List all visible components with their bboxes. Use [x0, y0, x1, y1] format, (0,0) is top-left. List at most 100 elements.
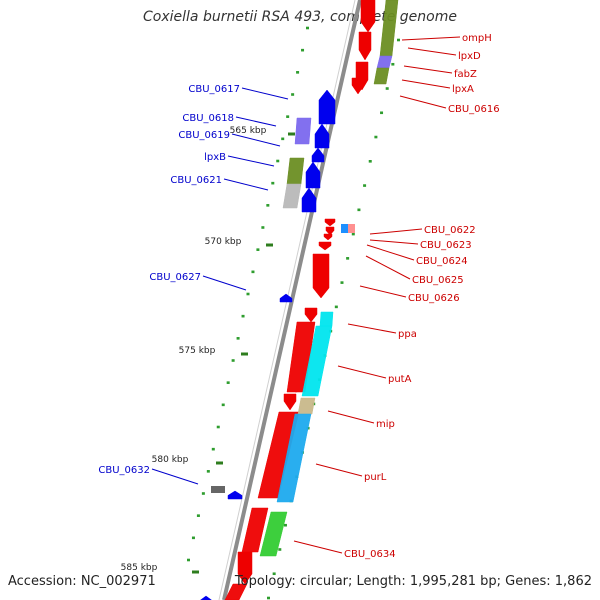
minor-tick-dot-inner	[196, 514, 200, 517]
gene-label-reverse: fabZ	[454, 69, 477, 80]
minor-tick-dot-inner	[281, 137, 285, 141]
label-leader-line	[231, 133, 281, 147]
minor-tick-dot-inner	[261, 226, 265, 229]
reverse-gene-feature	[318, 241, 332, 251]
kbp-tick-label: 565 kbp	[230, 126, 267, 136]
label-leader-line	[151, 468, 199, 485]
minor-tick-dot-outer	[334, 305, 338, 309]
cog-feature	[348, 224, 355, 233]
minor-tick-dot-outer	[374, 135, 378, 139]
minor-tick-dot-outer	[351, 232, 355, 236]
minor-tick-dot-outer	[391, 62, 395, 66]
label-leader-line	[369, 239, 419, 245]
minor-tick-dot-inner	[201, 492, 205, 495]
minor-tick-dot-inner	[191, 536, 195, 540]
forward-gene-feature	[200, 595, 212, 600]
cog-feature	[301, 325, 333, 397]
accession-text: Accession: NC_002971	[8, 574, 156, 589]
kbp-tick-mark	[266, 243, 273, 247]
minor-tick-dot-inner	[251, 270, 255, 274]
label-leader-line	[235, 116, 277, 127]
label-leader-line	[315, 463, 363, 477]
kbp-tick-mark	[288, 132, 295, 136]
label-leader-line	[366, 244, 415, 261]
gene-label-reverse: ompH	[462, 33, 492, 44]
cog-feature	[259, 511, 288, 557]
cog-feature	[379, 0, 399, 57]
kbp-tick-label: 575 kbp	[179, 346, 216, 356]
gene-label-reverse: lpxA	[452, 84, 474, 95]
reverse-gene-feature	[304, 307, 318, 323]
label-leader-line	[347, 323, 397, 334]
forward-gene-feature	[301, 187, 317, 213]
gene-label-reverse: CBU_0634	[344, 549, 396, 560]
minor-tick-dot-inner	[226, 381, 230, 384]
gene-label-reverse: CBU_0623	[420, 240, 472, 251]
forward-gene-feature	[279, 293, 293, 303]
minor-tick-dot-inner	[271, 181, 275, 185]
gene-label-forward: CBU_0619	[178, 130, 230, 141]
minor-tick-dot-inner	[241, 314, 245, 318]
minor-tick-dot-inner	[206, 470, 210, 473]
kbp-tick-label: 580 kbp	[152, 455, 189, 465]
minor-tick-dot-inner	[256, 248, 260, 251]
minor-tick-dot-outer	[385, 87, 389, 90]
cog-feature	[376, 55, 393, 69]
label-leader-line	[407, 47, 457, 56]
minor-tick-dot-outer	[267, 596, 270, 600]
minor-tick-dot-outer	[357, 208, 361, 212]
gene-label-forward: CBU_0632	[98, 465, 150, 476]
minor-tick-dot-inner	[216, 425, 220, 429]
gene-label-reverse: CBU_0616	[448, 104, 500, 115]
minor-tick-dot-inner	[306, 26, 309, 30]
minor-tick-dot-inner	[276, 159, 280, 163]
reverse-gene-feature	[224, 583, 248, 600]
reverse-gene-feature	[323, 233, 333, 241]
label-leader-line	[241, 87, 289, 100]
reverse-gene-feature	[360, 0, 376, 33]
label-leader-line	[359, 285, 407, 298]
label-leader-line	[365, 255, 411, 280]
minor-tick-dot-outer	[340, 281, 344, 284]
forward-gene-feature	[311, 147, 325, 163]
minor-tick-dot-inner	[296, 71, 300, 74]
gene-label-forward: CBU_0618	[182, 113, 234, 124]
label-leader-line	[327, 410, 375, 424]
minor-tick-dot-outer	[363, 184, 367, 187]
cog-feature	[297, 397, 316, 415]
genome-summary-text: Topology: circular; Length: 1,995,281 bp…	[234, 574, 592, 589]
gene-label-forward: CBU_0617	[188, 84, 240, 95]
gene-label-reverse: CBU_0624	[416, 256, 468, 267]
kbp-tick-mark	[216, 461, 223, 465]
kbp-tick-mark	[241, 352, 248, 356]
label-leader-line	[337, 365, 387, 379]
cog-feature	[341, 224, 348, 233]
minor-tick-dot-inner	[301, 48, 305, 52]
gene-label-reverse: putA	[388, 374, 412, 385]
reverse-gene-feature	[324, 218, 336, 227]
minor-tick-dot-inner	[231, 359, 235, 362]
reverse-gene-feature	[351, 77, 365, 95]
label-leader-line	[399, 95, 447, 109]
kbp-tick-label: 570 kbp	[205, 237, 242, 247]
label-leader-line	[223, 178, 269, 191]
gene-label-reverse: CBU_0625	[412, 275, 464, 286]
forward-gene-feature	[227, 490, 243, 500]
minor-tick-dot-outer	[346, 257, 350, 260]
label-leader-line	[227, 155, 275, 167]
cog-feature	[276, 413, 312, 503]
reverse-gene-feature	[237, 551, 253, 585]
gene-label-forward: lpxB	[204, 152, 226, 163]
reverse-gene-feature	[241, 507, 269, 553]
minor-tick-dot-inner	[286, 115, 290, 118]
minor-tick-dot-outer	[272, 572, 276, 576]
reverse-gene-feature	[312, 253, 330, 299]
reverse-gene-feature	[283, 393, 297, 411]
minor-tick-dot-inner	[187, 558, 190, 562]
kbp-tick-label: 585 kbp	[121, 563, 158, 573]
forward-gene-feature	[305, 161, 321, 189]
reverse-gene-feature	[358, 31, 372, 61]
minor-tick-dot-outer	[278, 548, 282, 551]
